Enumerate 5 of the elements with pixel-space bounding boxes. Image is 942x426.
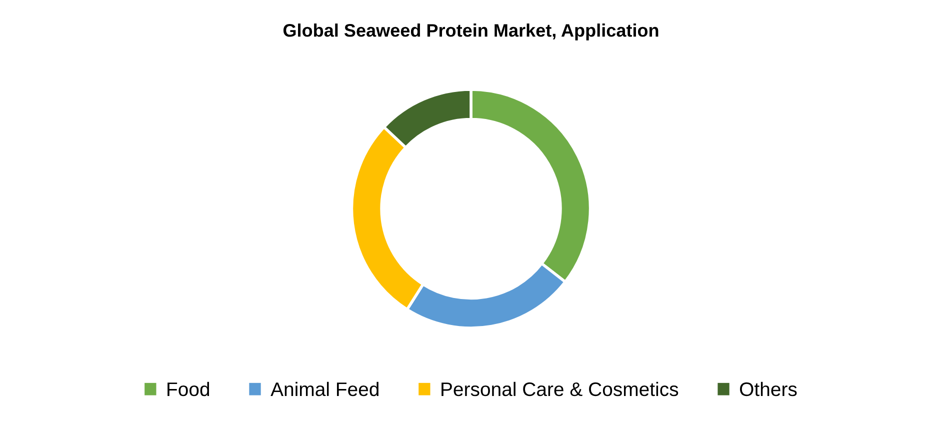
legend-label: Personal Care & Cosmetics: [442, 382, 678, 396]
chart-title: Global Seaweed Protein Market, Application: [283, 24, 658, 40]
legend-label: Others: [740, 382, 797, 396]
legend-label: Animal Feed: [270, 382, 378, 396]
legend-label: Food: [168, 382, 210, 396]
